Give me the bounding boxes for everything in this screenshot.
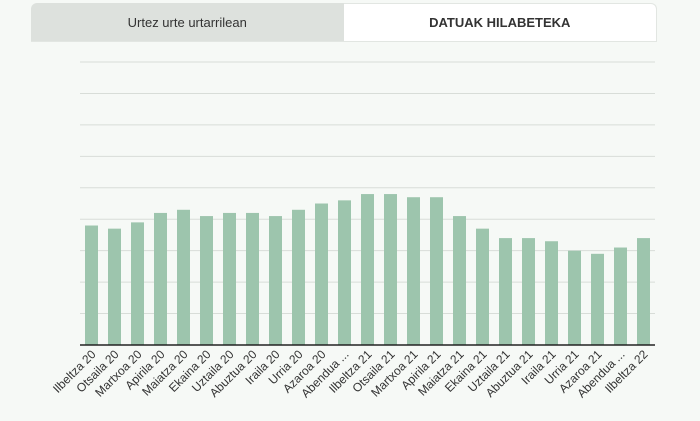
bar[interactable] (384, 194, 397, 345)
bar[interactable] (315, 203, 328, 346)
bar[interactable] (545, 241, 558, 345)
tab-yearly-january[interactable]: Urtez urte urtarrilean (31, 3, 344, 41)
tab-bar: Urtez urte urtarrilean DATUAK HILABETEKA (31, 3, 657, 42)
bar[interactable] (246, 212, 259, 345)
bar[interactable] (177, 209, 190, 345)
bar[interactable] (223, 212, 236, 345)
bar[interactable] (131, 222, 144, 345)
bar[interactable] (85, 225, 98, 345)
bar[interactable] (614, 247, 627, 345)
bar[interactable] (338, 200, 351, 345)
bar[interactable] (269, 216, 282, 345)
bar[interactable] (591, 253, 604, 345)
bar[interactable] (407, 197, 420, 345)
bar[interactable] (361, 194, 374, 345)
bar[interactable] (154, 212, 167, 345)
bar[interactable] (568, 250, 581, 345)
bar[interactable] (108, 228, 121, 345)
bar[interactable] (476, 228, 489, 345)
tab-monthly-data[interactable]: DATUAK HILABETEKA (343, 3, 657, 41)
bar[interactable] (453, 216, 466, 345)
bar[interactable] (200, 216, 213, 345)
bar[interactable] (522, 238, 535, 345)
bar[interactable] (430, 197, 443, 345)
bar[interactable] (637, 238, 650, 345)
bar[interactable] (292, 209, 305, 345)
bar[interactable] (499, 238, 512, 345)
